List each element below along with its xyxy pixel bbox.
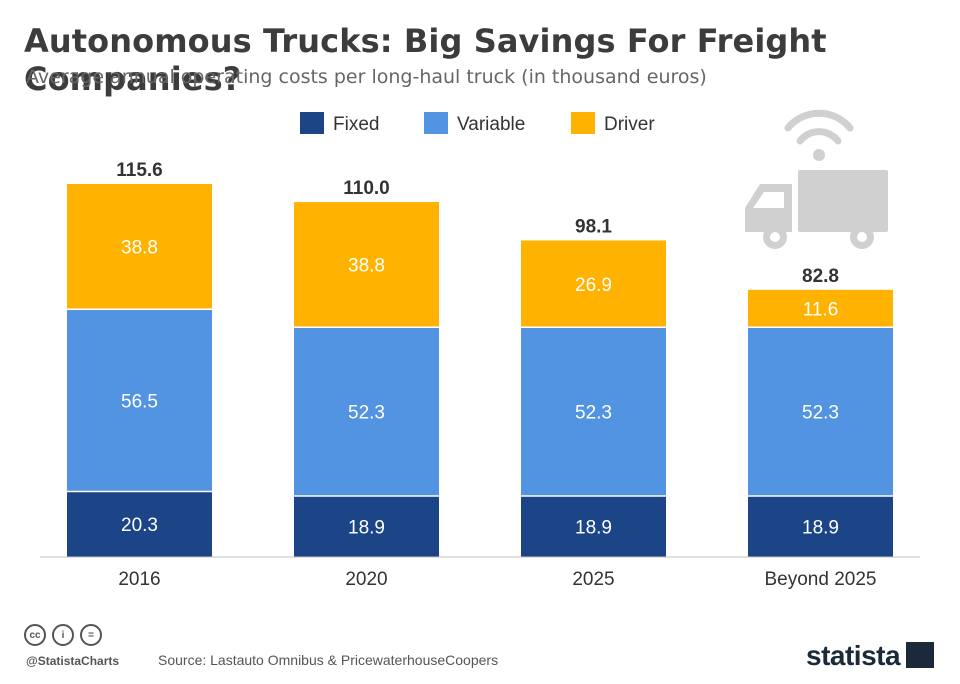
x-tick-label: Beyond 2025 [765, 569, 877, 590]
value-label-variable: 56.5 [121, 391, 158, 412]
bar-driver-2016 [67, 184, 212, 310]
statista-logo: statista [806, 640, 901, 671]
total-label: 110.0 [343, 178, 390, 199]
x-tick-labels: 2016 2020 2025 Beyond 2025 [118, 569, 876, 590]
x-tick-label: 2016 [118, 569, 160, 590]
source-note: Source: Lastauto Omnibus & Pricewaterhou… [158, 652, 499, 668]
value-label-driver: 11.6 [803, 300, 839, 321]
total-label: 82.8 [802, 266, 839, 287]
bar-fixed-2020 [294, 496, 439, 557]
bar-fixed-beyond-2025 [748, 496, 893, 557]
chart-title: Autonomous Trucks: Big Savings For Freig… [24, 22, 827, 98]
statista-handle: @StatistaCharts [26, 654, 120, 668]
bar-driver-2025 [521, 240, 666, 328]
legend: Fixed Variable Driver [300, 112, 655, 135]
attribution-icon: i [52, 624, 74, 646]
value-label-variable: 52.3 [348, 403, 385, 424]
total-label: 98.1 [575, 216, 612, 237]
legend-label-driver: Driver [604, 114, 655, 135]
legend-label-fixed: Fixed [333, 114, 379, 135]
chart-subtitle: Average annual operating costs per long-… [26, 66, 707, 88]
autonomous-truck-icon [745, 109, 888, 249]
value-label-fixed: 18.9 [348, 518, 385, 539]
value-label-fixed: 18.9 [575, 518, 612, 539]
value-label-fixed: 18.9 [802, 518, 839, 539]
bars-group: 20.3 56.5 38.8 115.6 18.9 52.3 38.8 110.0 18.9 52… [67, 160, 893, 557]
value-label-variable: 52.3 [575, 403, 612, 424]
legend-swatch-fixed [300, 112, 324, 134]
cc-icon: cc [24, 624, 46, 646]
bar-driver-2020 [294, 202, 439, 328]
total-label: 115.6 [116, 160, 163, 181]
bar-variable-2016 [67, 309, 212, 492]
legend-swatch-driver [571, 112, 595, 134]
legend-label-variable: Variable [457, 114, 525, 135]
bar-fixed-2016 [67, 491, 212, 557]
value-label-fixed: 20.3 [121, 515, 158, 536]
value-label-driver: 26.9 [575, 275, 612, 296]
license-icons: cc i = [24, 624, 102, 646]
no-derivatives-icon: = [80, 624, 102, 646]
bar-variable-2025 [521, 327, 666, 497]
value-label-driver: 38.8 [348, 256, 385, 277]
bar-variable-2020 [294, 327, 439, 497]
bar-fixed-2025 [521, 496, 666, 557]
x-tick-label: 2025 [572, 569, 614, 590]
statista-logo-mark [906, 642, 934, 668]
value-label-variable: 52.3 [802, 403, 839, 424]
value-label-driver: 38.8 [121, 238, 158, 259]
bar-driver-beyond-2025 [748, 289, 893, 328]
bar-variable-beyond-2025 [748, 327, 893, 497]
legend-swatch-variable [424, 112, 448, 134]
x-tick-label: 2020 [345, 569, 387, 590]
